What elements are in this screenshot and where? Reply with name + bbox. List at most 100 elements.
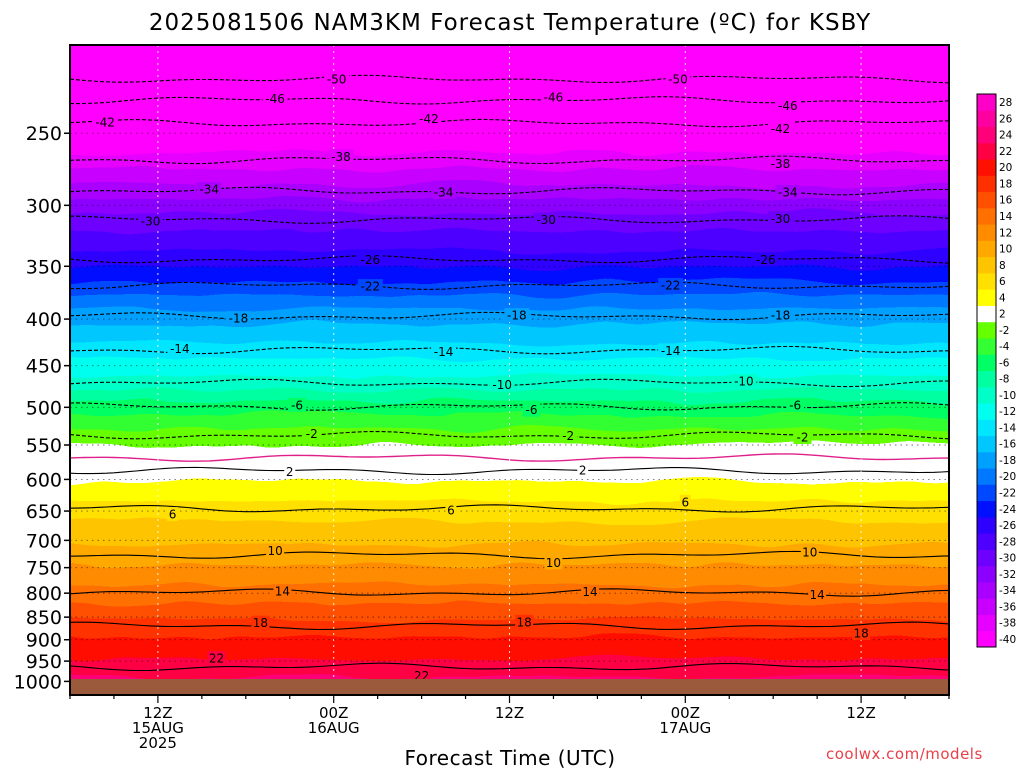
temperature-band-row [70,89,949,92]
temperature-band-row [70,103,949,106]
isotherm-label-bg [328,149,354,164]
isotherm-label-bg [225,311,251,326]
isotherm-label-bg [167,341,193,356]
isotherm-label-bg [284,464,296,479]
isotherm-line [70,504,949,513]
colorbar-swatch [977,305,996,323]
pressure-tick-label: 600 [26,469,62,491]
colorbar-swatch [977,272,996,290]
colorbar-swatch [977,386,996,404]
isotherm-label-bg [504,308,530,323]
isotherm-label: 18 [853,627,868,641]
colorbar-label: -4 [999,341,1010,353]
colorbar-swatch [977,403,996,420]
temperature-band-row [70,139,949,142]
temperature-band-row [70,575,949,578]
temperature-band-row [70,641,949,644]
temperature-band-row [70,437,949,440]
colorbar-label: -32 [999,569,1016,581]
temperature-band-row [70,71,949,74]
temperature-band-row [70,133,949,136]
temperature-band-row [70,569,949,572]
temperature-band-row [70,59,949,62]
temperature-band-row [70,595,949,598]
temperature-band-row [70,193,949,196]
temperature-band-row [70,539,949,542]
isotherm-label: -18 [507,309,527,323]
temperature-band-row [70,107,949,110]
time-tick-label: 15AUG [132,719,184,737]
isotherm-label: -38 [331,150,351,164]
temperature-band-row [70,605,949,608]
temperature-band-row [70,323,949,326]
isotherm-label: -22 [661,279,681,293]
temperature-band-row [70,175,949,178]
isotherm-label-bg [731,374,757,389]
temperature-band-row [70,497,949,500]
colorbar-label: -20 [999,471,1016,483]
temperature-band-row [70,203,949,206]
temperature-band-row [50,39,969,42]
temperature-band-row [70,163,949,166]
colorbar-label: -10 [999,390,1016,402]
credit-link[interactable]: coolwx.com/models [826,745,983,763]
isotherm-label-bg [852,626,871,641]
temperature-band-row [70,281,949,284]
colorbar-swatch [977,549,996,567]
colorbar-label: -38 [999,618,1016,630]
temperature-band-row [70,131,949,134]
isotherm-label-bg [302,426,321,441]
temperature-band-row [70,197,949,200]
colorbar-swatch [977,354,996,371]
isotherm-label: 6 [447,503,455,517]
isotherm-label: 2 [286,465,294,479]
isotherm-label-bg [167,507,179,522]
temperature-band-row [70,677,949,680]
colorbar-label: -14 [999,422,1016,434]
temperature-band-row [70,583,949,586]
temperature-band-row [70,407,949,410]
isotherm-label-bg [262,91,288,106]
colorbar-swatch [977,289,996,306]
colorbar-label: -24 [999,504,1016,516]
temperature-band-row [70,191,949,194]
temperature-band-row [70,227,949,230]
time-tick-label: 12Z [846,704,875,722]
temperature-band-row [50,37,969,40]
isotherm-label-bg [808,587,827,602]
pressure-tick-label: 950 [26,651,62,673]
temperature-band-row [70,655,949,658]
temperature-band-row [70,167,949,170]
temperature-band-row [70,545,949,548]
temperature-band-row [70,523,949,526]
temperature-band-row [70,361,949,364]
isotherm-label: -18 [771,309,791,323]
colorbar-label: -36 [999,601,1016,613]
temperature-band-row [70,67,949,70]
temperature-band-row [70,647,949,650]
isotherm-label: 14 [810,588,825,602]
isotherm-label-bg [581,584,600,599]
isotherm-label: -10 [492,378,512,392]
temperature-band-row [70,397,949,400]
colorbar-label: 8 [999,260,1006,272]
colorbar-swatch [977,500,996,518]
temperature-band-row [70,293,949,296]
temperature-band-row [70,419,949,422]
isotherm-line [70,466,949,476]
isotherm-label: -6 [525,403,537,417]
isotherm-label-bg [679,494,691,509]
pressure-tick-label: 1000 [14,671,62,693]
pressure-tick-label: 700 [26,530,62,552]
isotherm-label: -14 [661,344,681,358]
colorbar-label: 4 [999,292,1006,304]
temperature-band-row [70,557,949,560]
colorbar-label: 12 [999,227,1012,239]
terrain-ground [70,679,949,695]
temperature-band-row [70,475,949,478]
temperature-band-row [70,485,949,488]
time-tick-label: 12Z [143,704,172,722]
isotherm-label-bg [412,668,431,683]
temperature-band-row [70,371,949,374]
